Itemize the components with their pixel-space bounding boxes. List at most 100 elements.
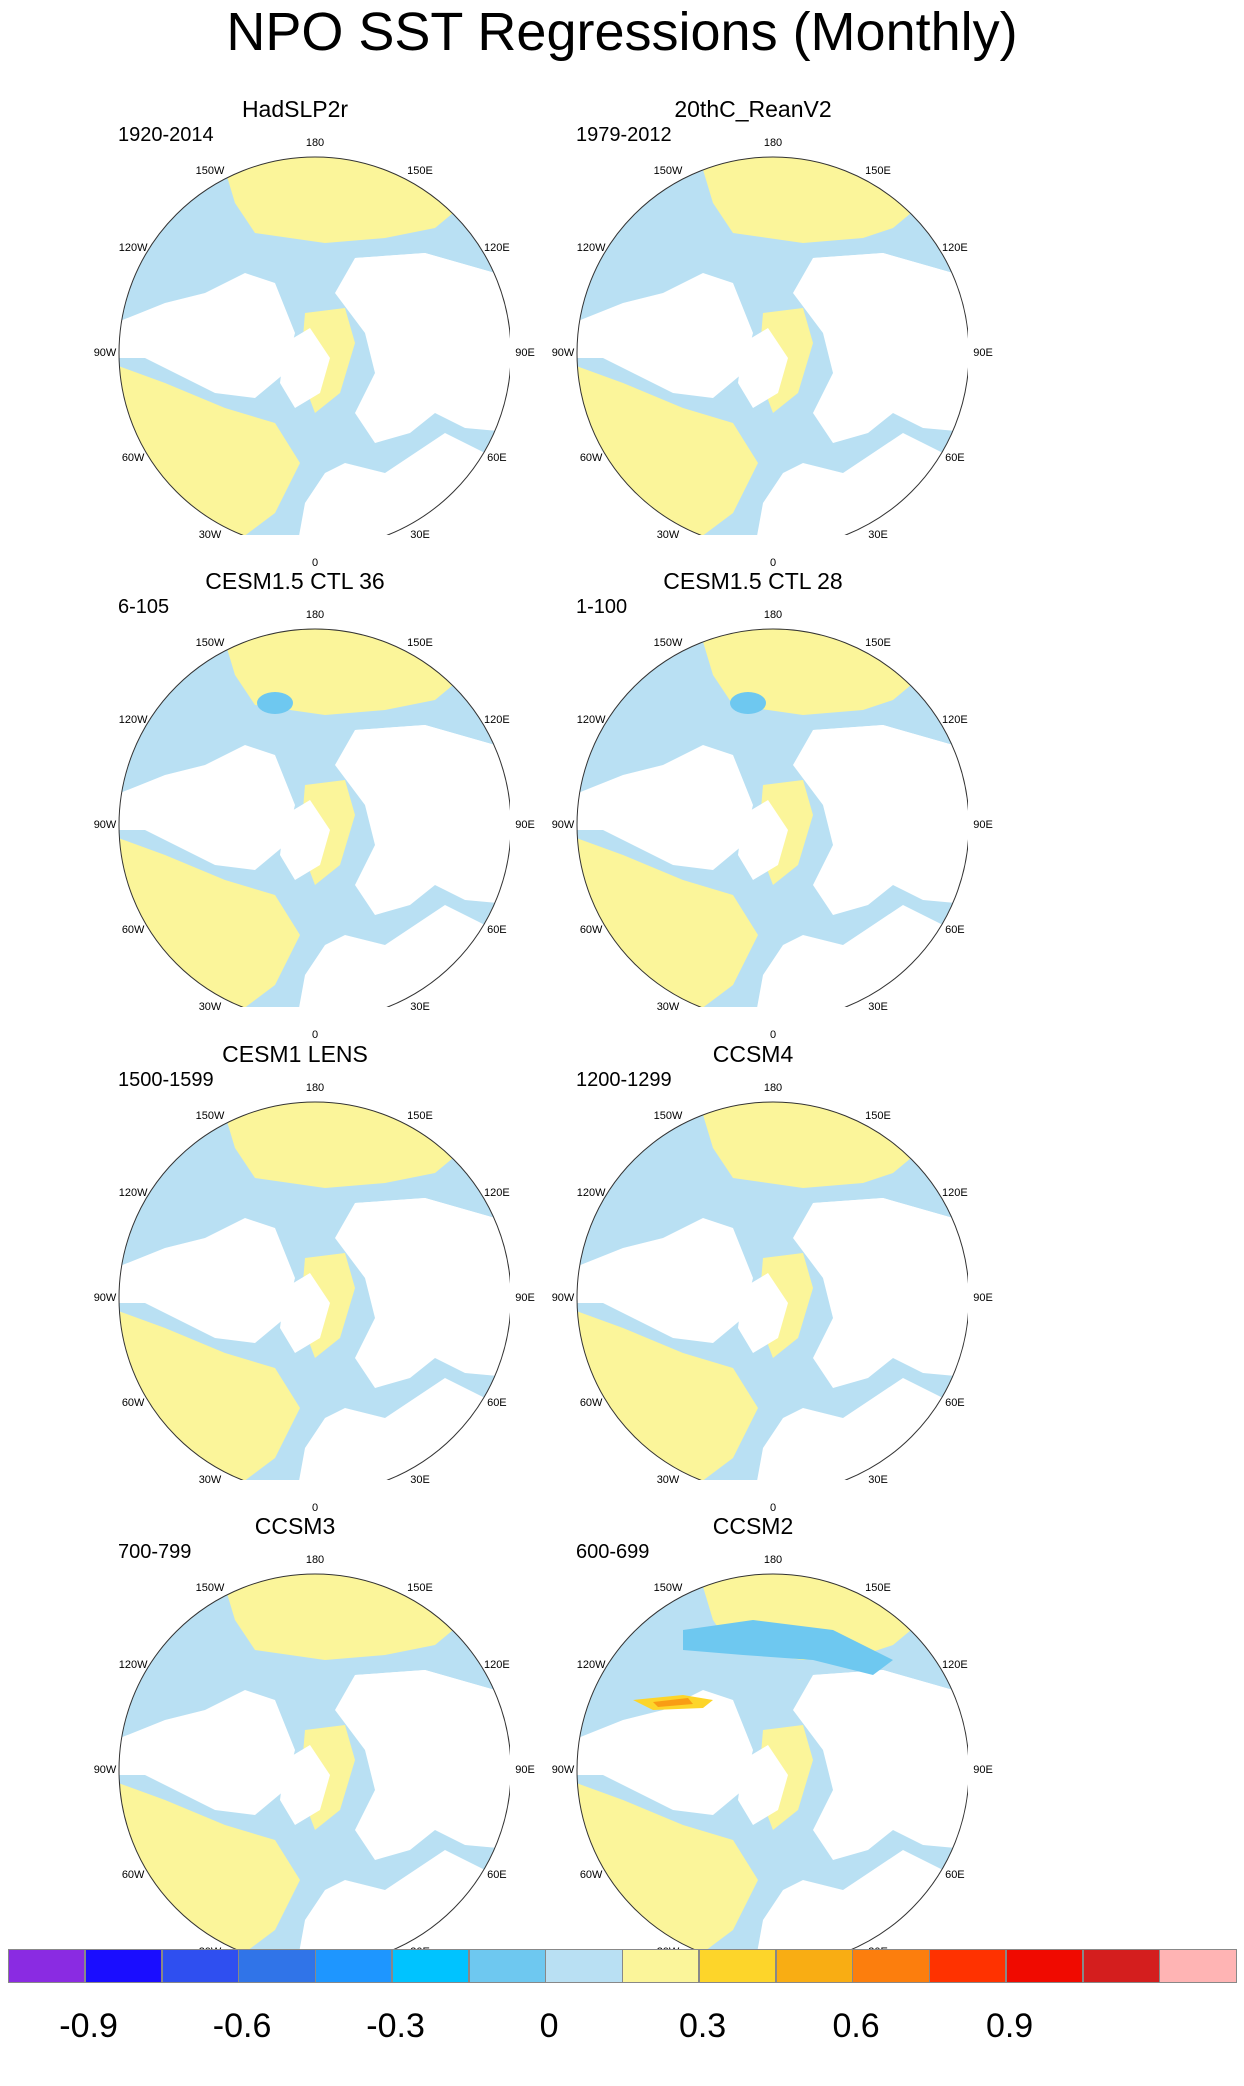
longitude-label: 30E (410, 1473, 430, 1486)
panel-years: 6-105 (118, 596, 170, 618)
longitude-label: 90E (515, 819, 535, 831)
greenland-land (280, 800, 330, 880)
colorbar-segment (238, 1949, 316, 1983)
colorbar-segment (929, 1949, 1007, 1983)
greenland-land (280, 1745, 330, 1825)
colorbar-segment (545, 1949, 623, 1983)
longitude-label: 30E (868, 1473, 888, 1486)
map-panel: HadSLP2r 1920-2014 180 150E 120E 90E 60E 30E 0 30… (80, 95, 535, 569)
eurasia-land-north (335, 1198, 510, 1388)
longitude-label: 180 (763, 1082, 783, 1094)
polar-map (576, 1573, 968, 1952)
longitude-label: 150W (195, 165, 225, 178)
longitude-label: 120W (118, 714, 148, 726)
colorbar-segment (315, 1949, 393, 1983)
eurasia-land-north (335, 1670, 510, 1860)
longitude-label: 60E (945, 1869, 965, 1881)
polar-map (118, 1573, 510, 1952)
panel-title: CCSM2 (712, 1513, 794, 1539)
longitude-label: 150E (865, 165, 891, 178)
colorbar-label: -0.6 (212, 2007, 272, 2045)
longitude-label: 30W (656, 528, 680, 541)
figure-title: NPO SST Regressions (Monthly) (226, 2, 1018, 62)
colorbar-segment (1005, 1949, 1083, 1983)
globe-outline (118, 1573, 510, 1952)
longitude-label: 60W (121, 452, 145, 464)
longitude-label: 150E (865, 637, 891, 650)
longitude-label: 150W (195, 1582, 225, 1595)
longitude-label: 120W (118, 1659, 148, 1671)
longitude-label: 90W (93, 819, 117, 831)
polar-map (576, 628, 968, 1007)
globe-outline (576, 628, 968, 1007)
longitude-label: 30W (198, 1000, 222, 1013)
colorbar-segment (622, 1949, 700, 1983)
longitude-label: 0 (769, 557, 777, 569)
panel-title: CESM1.5 CTL 28 (663, 568, 843, 594)
panel-title: CCSM3 (254, 1513, 336, 1539)
longitude-label: 90W (551, 347, 575, 359)
north-america-land (119, 1690, 295, 1815)
longitude-label: 120W (576, 714, 606, 726)
longitude-label: 150W (653, 1582, 683, 1595)
panel-years: 1-100 (576, 596, 628, 618)
longitude-label: 30W (656, 1473, 680, 1486)
polar-map (576, 156, 968, 535)
eurasia-land-north (335, 725, 510, 915)
negative-anomaly-patch (730, 692, 766, 714)
longitude-label: 120E (484, 242, 510, 254)
globe-outline (576, 1101, 968, 1480)
longitude-label: 90E (515, 1292, 535, 1304)
longitude-label: 0 (769, 1029, 777, 1041)
colorbar-label: 0.9 (985, 2007, 1034, 2045)
north-america-land (577, 1218, 753, 1343)
colorbar-label: -0.9 (59, 2007, 118, 2045)
longitude-label: 90W (93, 1764, 117, 1776)
longitude-label: 60E (945, 924, 965, 936)
longitude-label: 150W (195, 1110, 225, 1123)
longitude-label: 150E (407, 637, 433, 650)
longitude-label: 120W (576, 242, 606, 254)
globe-outline (118, 628, 510, 1007)
longitude-label: 150E (407, 1582, 433, 1595)
longitude-label: 90E (973, 819, 993, 831)
longitude-label: 120W (118, 1187, 148, 1199)
longitude-label: 180 (763, 137, 783, 149)
longitude-label: 180 (305, 609, 325, 621)
longitude-label: 120E (484, 1187, 510, 1199)
colorbar-label: 0.6 (832, 2007, 880, 2045)
globe-outline (118, 1101, 510, 1480)
colorbar-segment (391, 1949, 469, 1983)
longitude-label: 0 (311, 557, 319, 569)
panel-title: HadSLP2r (241, 96, 349, 122)
longitude-label: 60W (579, 452, 603, 464)
longitude-label: 120W (576, 1187, 606, 1199)
longitude-label: 30W (656, 1000, 680, 1013)
longitude-label: 30E (868, 1000, 888, 1013)
globe-outline (118, 156, 510, 535)
polar-map (118, 628, 510, 1007)
colorbar-segment (1082, 1949, 1160, 1983)
colorbar-segment (1159, 1949, 1237, 1983)
longitude-label: 60W (121, 924, 145, 936)
longitude-label: 150E (865, 1110, 891, 1123)
longitude-label: 120E (484, 714, 510, 726)
north-america-land (577, 273, 753, 398)
eurasia-land-north (793, 1670, 968, 1860)
panel-years: 700-799 (118, 1541, 192, 1563)
longitude-label: 180 (305, 137, 325, 149)
longitude-label: 60W (121, 1869, 145, 1881)
polar-map (118, 1101, 510, 1480)
negative-anomaly-patch (257, 692, 293, 714)
map-panel: CESM1.5 CTL 28 1-100 180 150E 120E 90E 60E 30E 0… (538, 567, 993, 1041)
longitude-label: 120W (118, 242, 148, 254)
longitude-label: 90W (93, 347, 117, 359)
polar-map (576, 1101, 968, 1480)
colorbar-segment (84, 1949, 162, 1983)
longitude-label: 150E (407, 165, 433, 178)
longitude-label: 60W (579, 1869, 603, 1881)
longitude-label: 180 (763, 1554, 783, 1566)
longitude-label: 60W (579, 1397, 603, 1409)
positive-anomaly-core (653, 1698, 693, 1707)
longitude-label: 90W (93, 1292, 117, 1304)
